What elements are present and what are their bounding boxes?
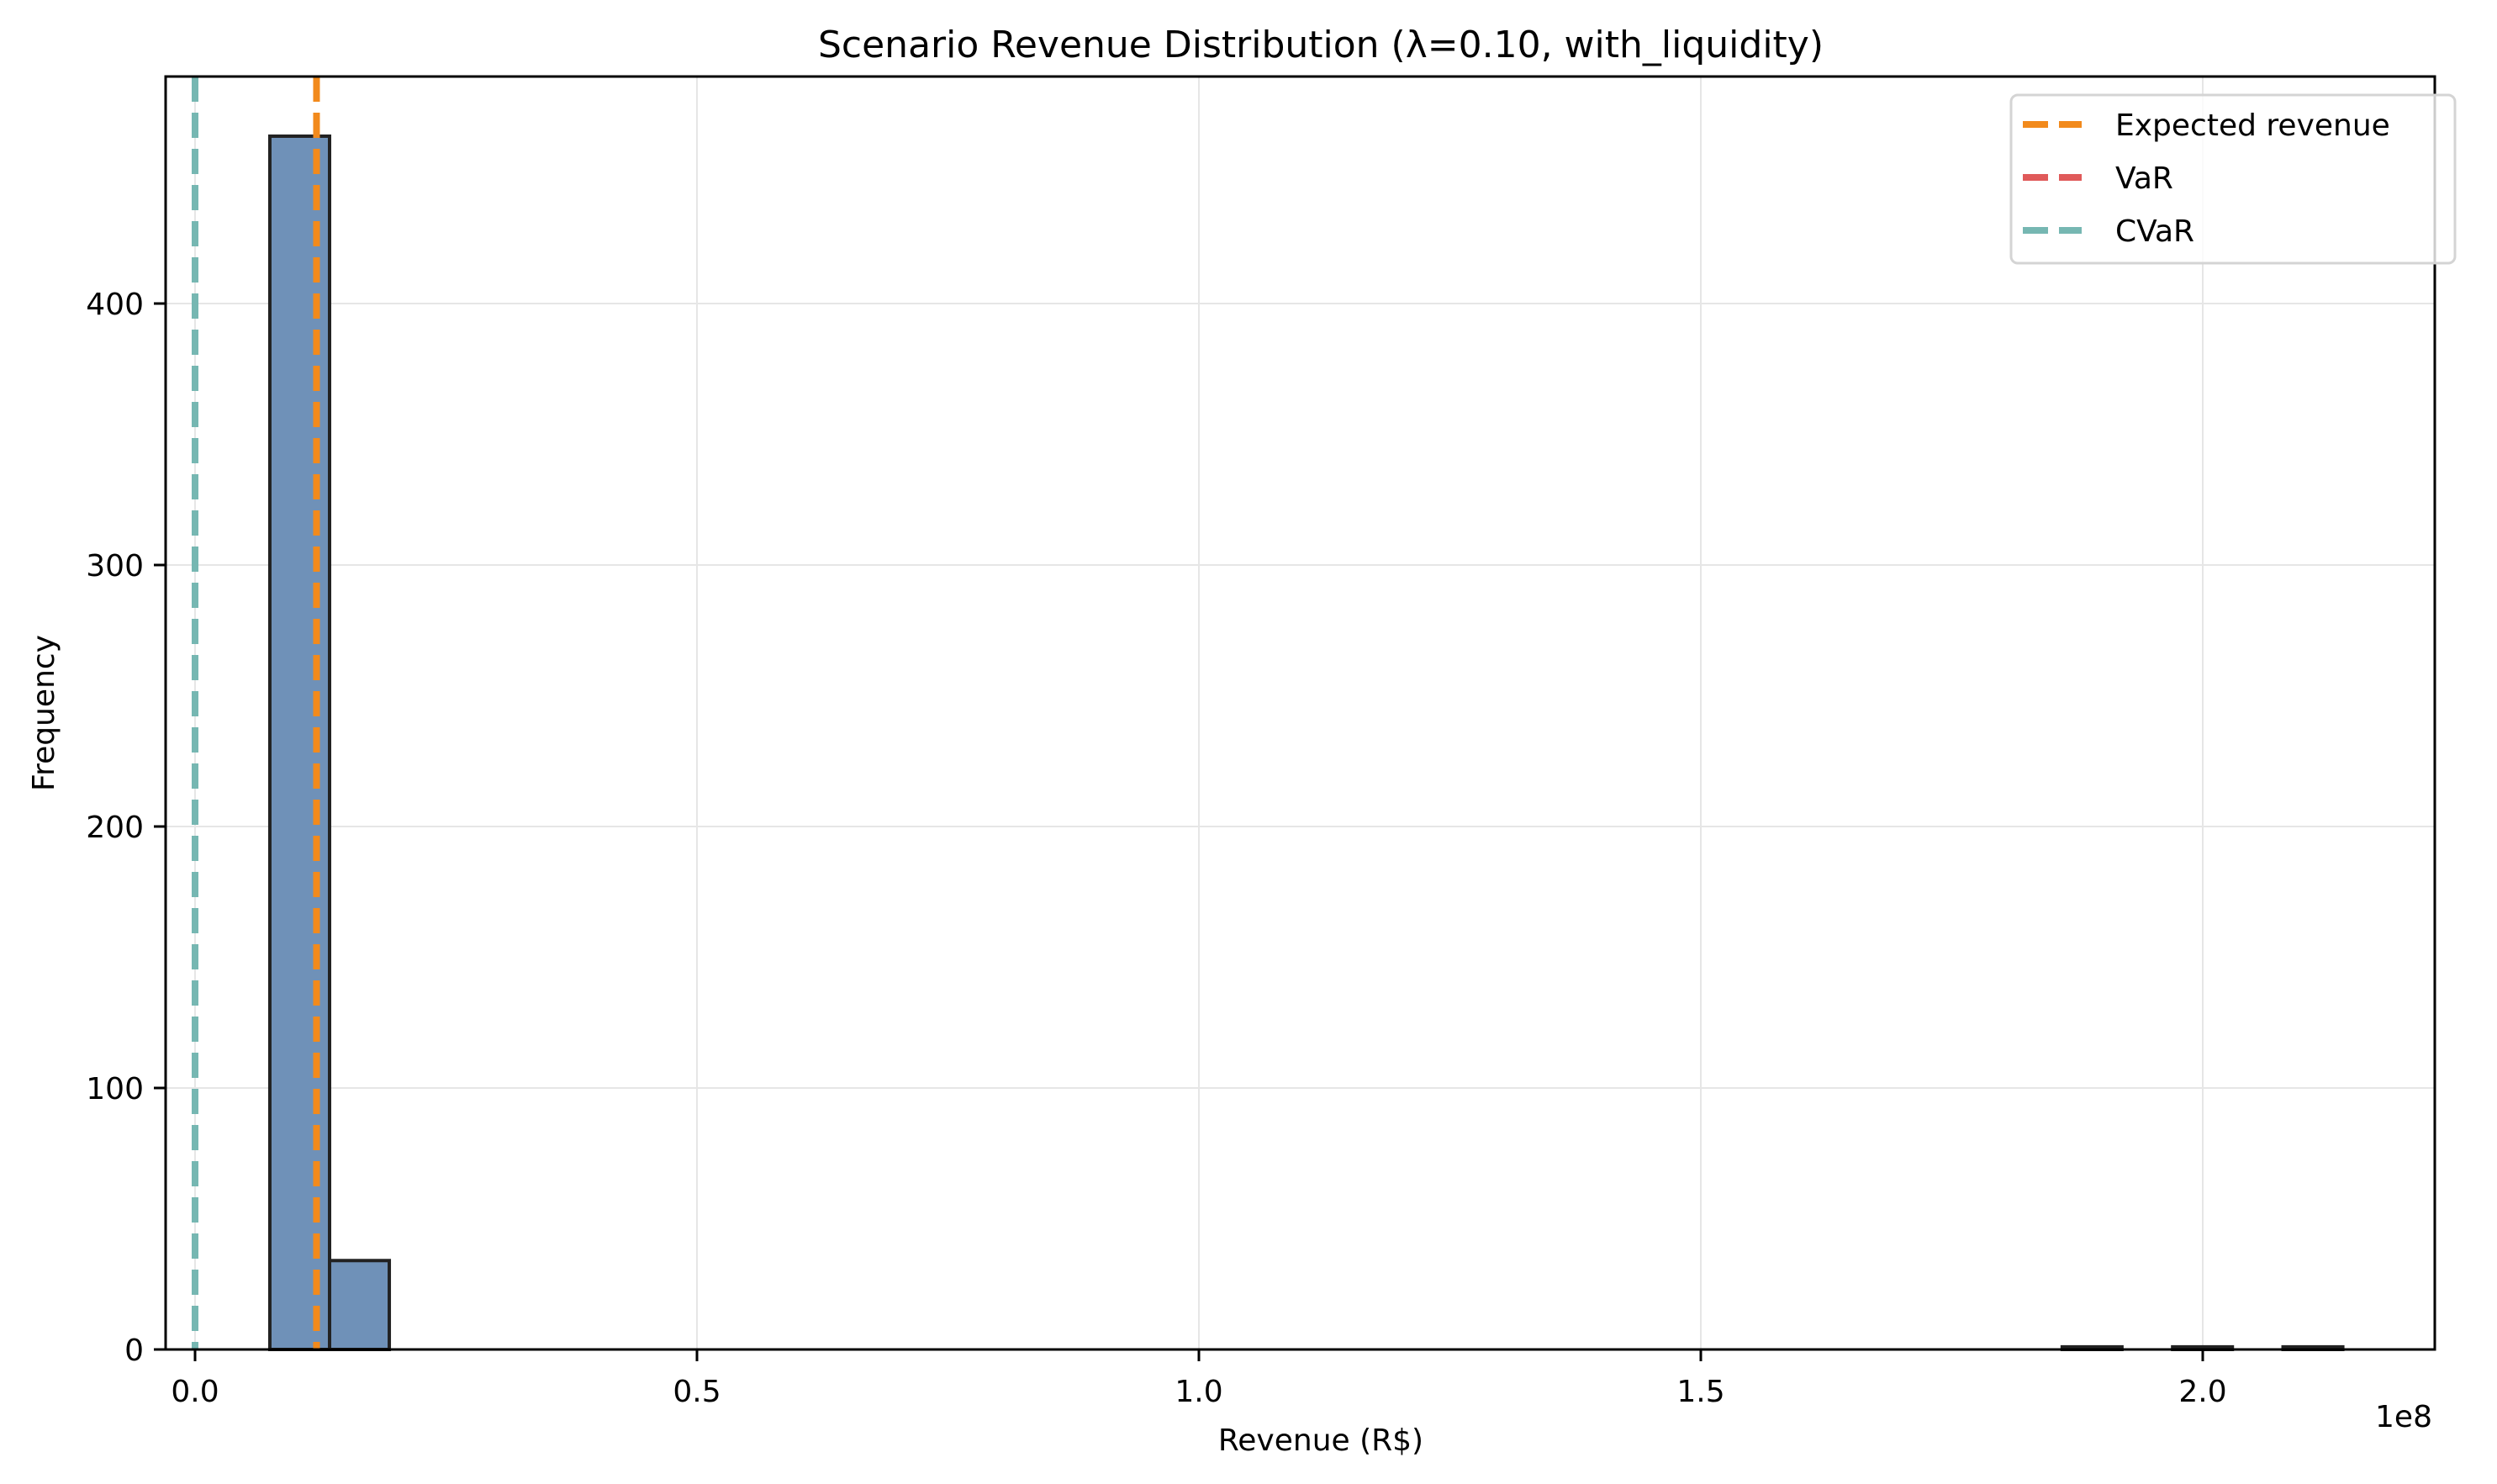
y-tick-label: 100 <box>86 1072 144 1106</box>
y-tick-label: 200 <box>86 811 144 845</box>
y-axis-ticks: 0 100 200 300 400 <box>86 288 166 1368</box>
y-tick-label: 300 <box>86 549 144 584</box>
legend-item: Expected revenue <box>2023 108 2390 143</box>
x-axis-ticks: 0.0 0.5 1.0 1.5 2.0 <box>171 1349 2227 1409</box>
histogram-bars <box>267 134 2345 1352</box>
legend-item: CVaR <box>2023 214 2194 249</box>
x-tick-label: 1.0 <box>1175 1375 1222 1409</box>
x-tick-label: 1.5 <box>1676 1375 1724 1409</box>
y-tick-label: 0 <box>124 1333 144 1368</box>
y-tick-label: 400 <box>86 288 144 322</box>
x-tick-label: 0.5 <box>673 1375 721 1409</box>
legend: Expected revenue VaR CVaR <box>2009 93 2457 265</box>
legend-label: CVaR <box>2115 214 2194 249</box>
x-axis-label: Revenue (R$) <box>1218 1423 1423 1458</box>
y-axis-label: Frequency <box>27 635 61 791</box>
histogram-bar <box>327 1259 392 1352</box>
reference-lines <box>192 77 320 1349</box>
histogram-bar <box>267 134 331 1352</box>
grid-lines <box>166 77 2435 1349</box>
axes-frame <box>164 75 2436 1351</box>
legend-box <box>2009 93 2457 265</box>
x-axis-offset-label: 1e8 <box>2375 1400 2432 1434</box>
legend-label: VaR <box>2115 161 2173 196</box>
x-tick-label: 2.0 <box>2178 1375 2226 1409</box>
x-tick-label: 0.0 <box>171 1375 219 1409</box>
legend-item: VaR <box>2023 161 2173 196</box>
legend-label: Expected revenue <box>2115 108 2390 143</box>
chart-title: Scenario Revenue Distribution (λ=0.10, w… <box>818 24 1824 66</box>
plot-area: 0.0 0.5 1.0 1.5 2.0 0 100 200 300 400 <box>86 75 2436 1409</box>
